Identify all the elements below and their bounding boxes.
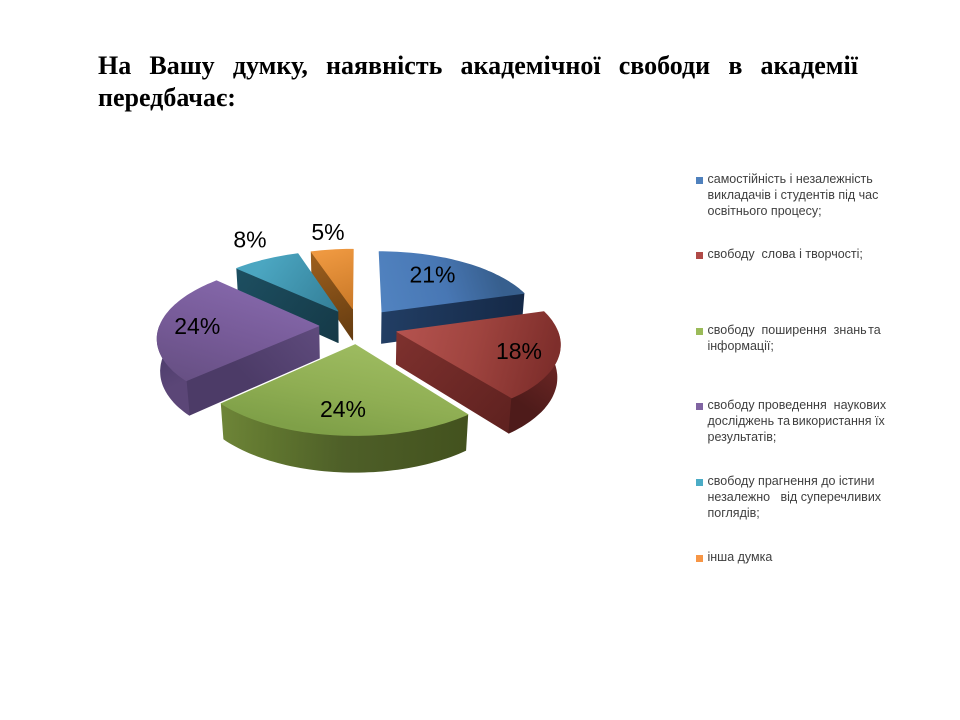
svg-text:8%: 8% [233,227,266,253]
svg-text:5%: 5% [311,219,344,245]
svg-text:18%: 18% [496,338,542,364]
svg-text:24%: 24% [320,396,366,422]
svg-text:24%: 24% [174,313,220,339]
svg-text:21%: 21% [409,262,455,288]
